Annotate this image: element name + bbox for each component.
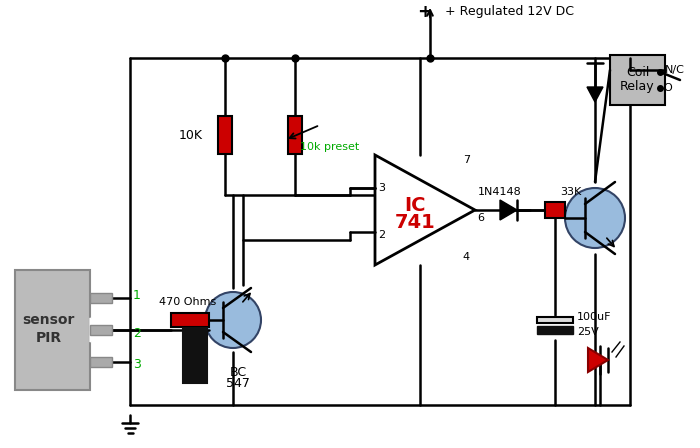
- Text: +: +: [417, 3, 433, 21]
- Text: Coil: Coil: [626, 65, 649, 78]
- Text: 1: 1: [133, 289, 141, 302]
- Bar: [537, 317, 573, 323]
- Bar: [183, 328, 207, 383]
- Text: 1N4148: 1N4148: [478, 187, 522, 197]
- Text: 33K: 33K: [560, 187, 581, 197]
- Text: 4: 4: [463, 252, 470, 262]
- Text: IC: IC: [405, 195, 426, 215]
- Polygon shape: [500, 200, 517, 220]
- Bar: [90, 293, 112, 303]
- Bar: [90, 357, 112, 367]
- Circle shape: [565, 188, 625, 248]
- Text: 470 Ohms: 470 Ohms: [160, 297, 216, 307]
- Text: 3: 3: [133, 358, 141, 370]
- Bar: [610, 55, 665, 105]
- Text: BC: BC: [230, 366, 246, 379]
- Text: PIR: PIR: [36, 331, 62, 345]
- Bar: [545, 202, 565, 218]
- Polygon shape: [587, 87, 603, 102]
- Text: N/C: N/C: [665, 65, 685, 75]
- Text: 10K: 10K: [179, 129, 203, 142]
- Bar: [90, 325, 112, 335]
- Text: 547: 547: [226, 376, 250, 389]
- Polygon shape: [375, 155, 475, 265]
- Text: Relay: Relay: [620, 79, 655, 92]
- Text: 2: 2: [133, 327, 141, 340]
- Text: 7: 7: [463, 155, 470, 165]
- Text: 100uF: 100uF: [577, 312, 612, 322]
- Polygon shape: [15, 270, 90, 390]
- Circle shape: [205, 292, 261, 348]
- Text: 6: 6: [477, 213, 484, 223]
- Bar: [288, 116, 302, 154]
- Bar: [537, 326, 573, 334]
- Text: 25V: 25V: [577, 327, 598, 337]
- Text: 741: 741: [395, 212, 435, 232]
- Polygon shape: [90, 318, 102, 342]
- Text: 2: 2: [378, 230, 385, 240]
- Text: O: O: [663, 83, 672, 93]
- Text: 3: 3: [378, 183, 385, 193]
- Bar: [218, 116, 232, 154]
- Text: 10k preset: 10k preset: [300, 142, 359, 152]
- Text: + Regulated 12V DC: + Regulated 12V DC: [445, 4, 574, 17]
- Polygon shape: [588, 348, 608, 372]
- Text: sensor: sensor: [22, 313, 75, 327]
- Bar: [171, 313, 209, 327]
